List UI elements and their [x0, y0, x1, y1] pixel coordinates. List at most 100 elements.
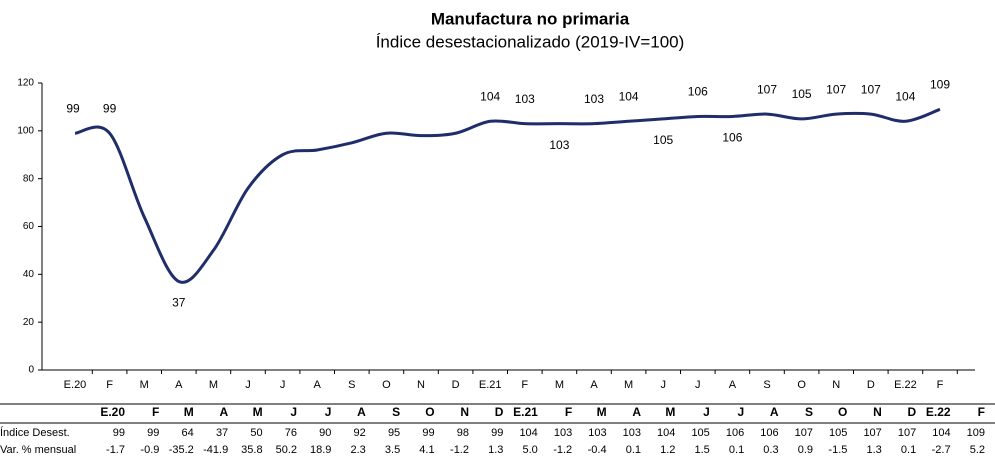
row-label: Var. % mensual — [0, 444, 76, 456]
table-cell: -0.4 — [588, 444, 607, 456]
x-tick-label: F — [937, 379, 944, 391]
table-cell: 99 — [491, 427, 503, 439]
data-label: 103 — [515, 92, 535, 106]
table-header: O — [425, 405, 434, 419]
table-cell: 103 — [554, 427, 572, 439]
x-tick-label: J — [695, 379, 701, 391]
table-cell: -1.2 — [450, 444, 469, 456]
table-header: A — [770, 405, 779, 419]
table-header: N — [873, 405, 882, 419]
x-tick-label: J — [660, 379, 666, 391]
table-header: F — [152, 405, 159, 419]
data-label: 104 — [619, 89, 639, 103]
table-cell: 105 — [829, 427, 847, 439]
table-cell: 98 — [457, 427, 469, 439]
table-cell: 2.3 — [351, 444, 366, 456]
data-label: 105 — [653, 133, 673, 147]
x-tick-label: O — [382, 379, 391, 391]
table-cell: 104 — [657, 427, 675, 439]
data-label: 109 — [930, 77, 950, 91]
table-cell: 107 — [863, 427, 881, 439]
data-label: 99 — [66, 101, 80, 115]
y-tick-label: 100 — [17, 125, 34, 136]
y-tick-label: 80 — [23, 173, 35, 184]
data-label: 103 — [549, 138, 569, 152]
x-tick-label: S — [348, 379, 355, 391]
table-header: M — [597, 405, 607, 419]
x-tick-label: F — [106, 379, 113, 391]
table-cell: 99 — [113, 427, 125, 439]
table-cell: 1.3 — [867, 444, 882, 456]
table-header: S — [805, 405, 813, 419]
table-cell: 50.2 — [276, 444, 297, 456]
table-header: A — [632, 405, 641, 419]
x-tick-label: N — [417, 379, 425, 391]
x-tick-label: D — [867, 379, 875, 391]
table-header: J — [738, 405, 745, 419]
table-cell: 76 — [285, 427, 297, 439]
table-cell: 0.9 — [798, 444, 813, 456]
table-cell: -2.7 — [932, 444, 951, 456]
table-cell: 0.3 — [763, 444, 778, 456]
table-cell: 35.8 — [241, 444, 262, 456]
table-cell: 106 — [760, 427, 778, 439]
table-cell: 95 — [388, 427, 400, 439]
x-tick-label: A — [175, 379, 183, 391]
x-tick-label: E.20 — [64, 379, 87, 391]
table-cell: 1.3 — [488, 444, 503, 456]
data-label: 104 — [895, 89, 915, 103]
table-header: S — [392, 405, 400, 419]
table-cell: 0.1 — [626, 444, 641, 456]
table-header: M — [253, 405, 263, 419]
chart-subtitle: Índice desestacionalizado (2019-IV=100) — [376, 32, 685, 51]
table-cell: 103 — [623, 427, 641, 439]
x-tick-label: A — [590, 379, 598, 391]
y-tick-label: 0 — [28, 365, 34, 376]
x-tick-label: M — [140, 379, 149, 391]
table-header: D — [908, 405, 917, 419]
table-cell: 0.1 — [901, 444, 916, 456]
x-tick-label: S — [763, 379, 770, 391]
table-cell: 103 — [588, 427, 606, 439]
table-cell: -0.9 — [140, 444, 159, 456]
table-cell: 92 — [354, 427, 366, 439]
data-label: 104 — [480, 89, 500, 103]
table-cell: 0.1 — [729, 444, 744, 456]
table-cell: 105 — [691, 427, 709, 439]
table-cell: 109 — [967, 427, 985, 439]
table-cell: 50 — [250, 427, 262, 439]
table-cell: 99 — [422, 427, 434, 439]
table-header: E.20 — [100, 405, 125, 419]
x-tick-label: M — [624, 379, 633, 391]
table-cell: 5.0 — [523, 444, 538, 456]
data-label: 99 — [103, 101, 117, 115]
data-label: 37 — [172, 296, 186, 310]
table-cell: -1.7 — [106, 444, 125, 456]
x-tick-label: E.21 — [479, 379, 502, 391]
table-cell: 4.1 — [419, 444, 434, 456]
x-tick-label: F — [521, 379, 528, 391]
table-cell: 104 — [932, 427, 950, 439]
table-cell: 3.5 — [385, 444, 400, 456]
y-tick-label: 20 — [23, 317, 35, 328]
table-header: J — [290, 405, 297, 419]
table-header: A — [220, 405, 229, 419]
table-cell: -1.5 — [828, 444, 847, 456]
table-cell: 1.5 — [695, 444, 710, 456]
data-label: 107 — [861, 82, 881, 96]
data-label: 105 — [792, 87, 812, 101]
data-label: 106 — [722, 131, 742, 145]
x-tick-label: J — [245, 379, 251, 391]
row-label: Índice Desest. — [0, 426, 70, 439]
table-cell: 90 — [319, 427, 331, 439]
x-tick-label: E.22 — [894, 379, 917, 391]
line — [74, 107, 941, 284]
x-tick-label: M — [555, 379, 564, 391]
x-tick-label: O — [797, 379, 806, 391]
table-cell: 5.2 — [970, 444, 985, 456]
table-header: E.21 — [513, 405, 538, 419]
table-header: J — [325, 405, 332, 419]
x-tick-label: N — [832, 379, 840, 391]
table-cell: 18.9 — [310, 444, 331, 456]
x-tick-label: J — [280, 379, 286, 391]
